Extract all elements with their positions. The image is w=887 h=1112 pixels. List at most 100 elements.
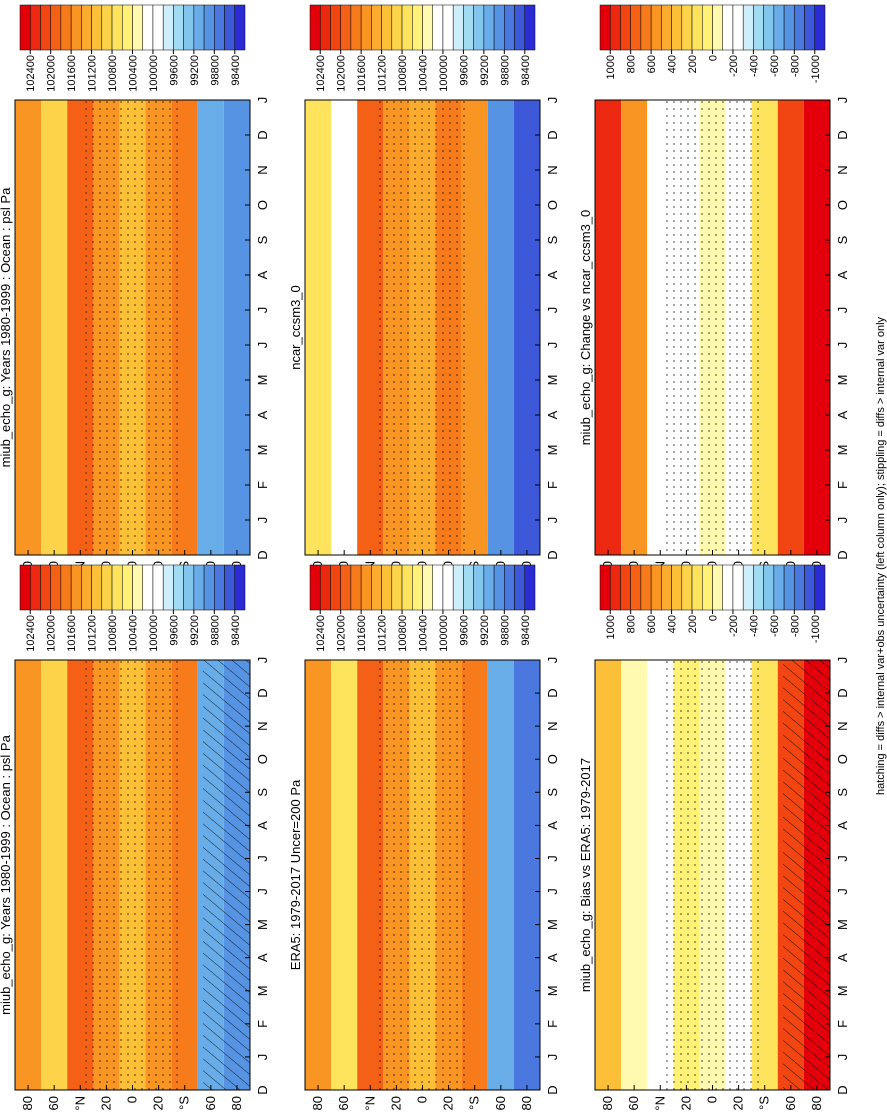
x-tick-label: F xyxy=(545,1020,560,1028)
colorbar-label: 101600 xyxy=(66,55,78,92)
y-tick-label: 80 xyxy=(519,1096,534,1110)
colorbar-label: 100400 xyxy=(128,615,140,652)
colorbar-box xyxy=(640,4,652,51)
colorbar-box xyxy=(783,4,795,51)
colorbar-box xyxy=(504,4,515,51)
colorbar-label: 101600 xyxy=(356,615,368,652)
x-tick-label: M xyxy=(545,919,560,930)
colorbar-box xyxy=(81,4,92,51)
y-tick-label: 20 xyxy=(151,1096,166,1110)
x-tick-label: M xyxy=(545,375,560,386)
x-tick-label: J xyxy=(255,855,270,862)
x-tick-label: A xyxy=(835,270,850,279)
y-tick-label: 0 xyxy=(125,1096,140,1103)
x-tick-label: N xyxy=(835,721,850,730)
colorbar-box xyxy=(702,564,713,611)
colorbar-box xyxy=(173,4,184,51)
y-tick-label: 60 xyxy=(336,1096,351,1110)
colorbar-box xyxy=(661,564,672,611)
colorbar-label: 200 xyxy=(687,615,699,633)
colorbar-label: -1000 xyxy=(810,55,822,83)
x-tick-label: D xyxy=(545,130,560,139)
x-tick-label: A xyxy=(255,270,270,279)
x-tick-label: A xyxy=(255,821,270,830)
colorbar-box xyxy=(391,4,403,51)
x-tick-label: N xyxy=(545,165,560,174)
colorbar-label: 102400 xyxy=(25,55,37,92)
colorbar-label: 102000 xyxy=(46,615,58,652)
colorbar-box xyxy=(794,564,805,611)
y-tick-label: 60 xyxy=(783,1096,798,1110)
x-tick-label: O xyxy=(835,200,850,210)
colorbar-label: 102400 xyxy=(315,55,327,92)
x-tick-label: F xyxy=(835,1020,850,1028)
colorbar-label: 600 xyxy=(646,615,658,633)
x-tick-label: M xyxy=(255,445,270,456)
x-tick-label: J xyxy=(835,307,850,314)
field-band xyxy=(595,660,622,1090)
y-tick-label: 80 xyxy=(229,1096,244,1110)
colorbar-box xyxy=(391,564,403,611)
colorbar-box xyxy=(29,564,41,611)
panel-title: ncar_ccsm3_0 xyxy=(288,285,303,370)
colorbar-box xyxy=(473,4,485,51)
panel-title: miub_echo_g: Change vs ncar_ccsm3_0 xyxy=(578,210,593,446)
colorbar-box xyxy=(122,4,133,51)
colorbar-label: 100000 xyxy=(438,615,450,652)
x-tick-label: J xyxy=(255,1054,270,1061)
y-tick-label: 20 xyxy=(678,1096,693,1110)
colorbar-label: -600 xyxy=(769,55,781,77)
colorbar-label: 100000 xyxy=(148,615,160,652)
y-tick-label: °S xyxy=(467,1096,482,1110)
x-tick-label: O xyxy=(545,754,560,764)
x-tick-label: M xyxy=(835,375,850,386)
y-tick-label: 20 xyxy=(731,1096,746,1110)
field-band xyxy=(487,100,514,555)
colorbar-box xyxy=(142,564,154,611)
colorbar-label: 800 xyxy=(626,55,638,73)
colorbar-label: 98800 xyxy=(209,615,221,646)
colorbar-label: 99600 xyxy=(458,615,470,646)
x-tick-label: S xyxy=(255,235,270,244)
colorbar-box xyxy=(753,564,764,611)
stippling xyxy=(85,660,180,1090)
x-tick-label: J xyxy=(835,888,850,895)
colorbar-label: 101200 xyxy=(377,615,389,652)
colorbar-label: 100000 xyxy=(148,55,160,92)
colorbar-box xyxy=(452,4,464,51)
x-tick-label: D xyxy=(255,688,270,697)
colorbar-box xyxy=(381,4,393,51)
colorbar-box xyxy=(319,4,331,51)
colorbar-label: 102000 xyxy=(46,55,58,92)
x-tick-label: D xyxy=(545,688,560,697)
hatching xyxy=(203,660,250,1090)
colorbar-box xyxy=(783,564,795,611)
x-tick-label: O xyxy=(255,754,270,764)
colorbar-box xyxy=(773,4,785,51)
colorbar-label: -800 xyxy=(789,55,801,77)
colorbar-box xyxy=(70,4,82,51)
stippling xyxy=(665,660,760,1090)
x-tick-label: A xyxy=(835,953,850,962)
colorbar-box xyxy=(712,4,723,51)
colorbar-box xyxy=(661,4,672,51)
field-band xyxy=(197,100,224,555)
colorbar-label: -400 xyxy=(748,55,760,77)
y-tick-label: 20 xyxy=(441,1096,456,1110)
colorbar-label: 98400 xyxy=(230,55,242,86)
y-tick-label: 80 xyxy=(310,1096,325,1110)
colorbar-label: 99200 xyxy=(479,55,491,86)
y-tick-label: 20 xyxy=(388,1096,403,1110)
y-tick-label: 80 xyxy=(600,1096,615,1110)
x-tick-label: N xyxy=(835,165,850,174)
colorbar-label: 100400 xyxy=(128,55,140,92)
colorbar-label: 100800 xyxy=(107,55,119,92)
colorbar-box xyxy=(463,564,474,611)
colorbar-box xyxy=(753,4,764,51)
colorbar-label: 400 xyxy=(667,615,679,633)
colorbar-box xyxy=(473,564,485,611)
field-band xyxy=(621,100,648,555)
colorbar-box xyxy=(514,4,526,51)
x-tick-label: D xyxy=(255,130,270,139)
